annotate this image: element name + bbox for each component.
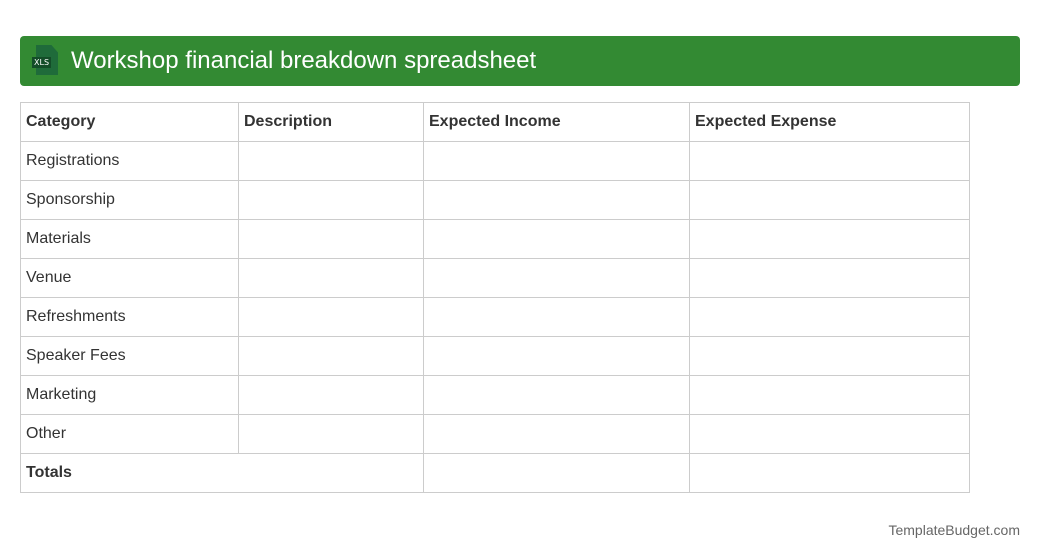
expense-cell[interactable] (689, 375, 970, 415)
income-cell[interactable] (423, 375, 690, 415)
table-row: Other (20, 414, 970, 454)
expense-cell[interactable] (689, 141, 970, 181)
column-header: Expected Expense (689, 102, 970, 142)
expense-cell[interactable] (689, 336, 970, 376)
category-cell: Materials (20, 219, 239, 259)
column-header: Expected Income (423, 102, 690, 142)
xls-file-icon: XLS (32, 45, 60, 77)
expense-cell[interactable] (689, 219, 970, 259)
total-expense-cell[interactable] (689, 453, 970, 493)
category-cell: Speaker Fees (20, 336, 239, 376)
totals-row: Totals (20, 453, 970, 493)
page-title: Workshop financial breakdown spreadsheet (71, 47, 537, 74)
income-cell[interactable] (423, 258, 690, 298)
description-cell[interactable] (238, 336, 424, 376)
income-cell[interactable] (423, 336, 690, 376)
table-row: Marketing (20, 375, 970, 415)
category-cell: Refreshments (20, 297, 239, 337)
table-row: Sponsorship (20, 180, 970, 220)
budget-table: Category Description Expected Income Exp… (20, 102, 970, 493)
income-cell[interactable] (423, 141, 690, 181)
category-cell: Registrations (20, 141, 239, 181)
income-cell[interactable] (423, 297, 690, 337)
table-header-row: Category Description Expected Income Exp… (20, 102, 970, 142)
description-cell[interactable] (238, 414, 424, 454)
expense-cell[interactable] (689, 414, 970, 454)
description-cell[interactable] (238, 180, 424, 220)
category-cell: Sponsorship (20, 180, 239, 220)
category-cell: Venue (20, 258, 239, 298)
category-cell: Marketing (20, 375, 239, 415)
column-header: Description (238, 102, 424, 142)
table-row: Refreshments (20, 297, 970, 337)
description-cell[interactable] (238, 297, 424, 337)
expense-cell[interactable] (689, 180, 970, 220)
description-cell[interactable] (238, 141, 424, 181)
description-cell[interactable] (238, 375, 424, 415)
table-row: Speaker Fees (20, 336, 970, 376)
description-cell[interactable] (238, 219, 424, 259)
total-income-cell[interactable] (423, 453, 690, 493)
table-row: Venue (20, 258, 970, 298)
description-cell[interactable] (238, 258, 424, 298)
category-cell: Other (20, 414, 239, 454)
income-cell[interactable] (423, 180, 690, 220)
totals-label: Totals (20, 453, 424, 493)
income-cell[interactable] (423, 414, 690, 454)
title-bar: XLS Workshop financial breakdown spreads… (20, 36, 1020, 86)
income-cell[interactable] (423, 219, 690, 259)
table-row: Registrations (20, 141, 970, 181)
column-header: Category (20, 102, 239, 142)
expense-cell[interactable] (689, 297, 970, 337)
table-row: Materials (20, 219, 970, 259)
expense-cell[interactable] (689, 258, 970, 298)
footer-brand: TemplateBudget.com (888, 522, 1020, 538)
